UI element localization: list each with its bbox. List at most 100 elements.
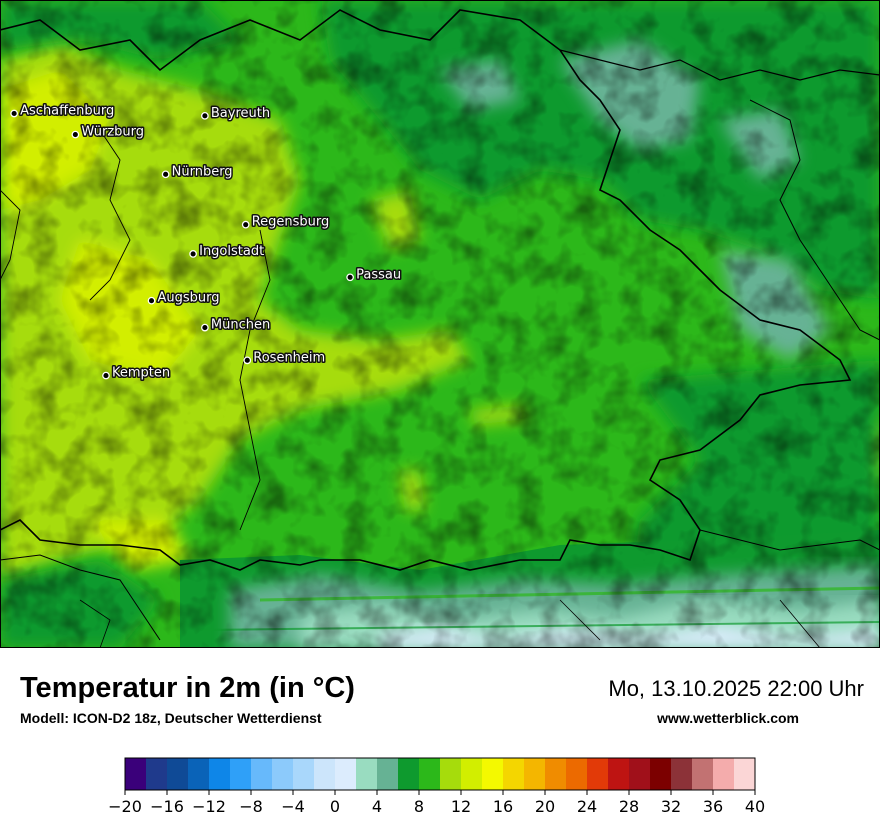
forecast-datetime: Mo, 13.10.2025 22:00 Uhr [608, 676, 864, 701]
legend-swatch [587, 758, 609, 790]
city-dot [243, 356, 252, 365]
inner-boundary-hessen [89, 129, 131, 301]
city-label: Regensburg [252, 215, 330, 230]
city-label: Kempten [112, 366, 170, 381]
inner-boundary-se [559, 599, 601, 641]
city-label: Bayreuth [211, 106, 270, 121]
city-dot [346, 273, 354, 282]
texture-overlay [0, 0, 880, 648]
city-passau: Passau [346, 266, 403, 284]
legend-frame [124, 757, 756, 791]
legend-tick-label: −8 [239, 797, 263, 816]
city-label: Rosenheim [253, 350, 325, 365]
legend-tick-label: 24 [577, 797, 597, 816]
bavaria-border [0, 9, 852, 571]
legend-swatch [671, 758, 693, 790]
city-dot [201, 111, 209, 120]
austria-border [699, 529, 880, 551]
legend-tick-label: 4 [372, 797, 382, 816]
city-augsburg: Augsburg [147, 289, 221, 307]
legend-swatch [146, 758, 168, 790]
city-markers: Aschaffenburg Würzburg Bayreuth Nürnberg Reg… [10, 102, 403, 382]
legend-swatch [734, 758, 756, 790]
legend-swatch [461, 758, 483, 790]
inner-boundary-east [749, 99, 880, 341]
legend-tick-label: −4 [281, 797, 305, 816]
legend-tick-label: −16 [150, 797, 184, 816]
legend-tick-label: 12 [451, 797, 471, 816]
city-ingolstadt: Ingolstadt [189, 242, 266, 260]
inner-boundary-se2 [779, 599, 821, 648]
swiss-border [0, 554, 161, 641]
city-kempten: Kempten [102, 364, 172, 382]
map-canvas: Aschaffenburg Würzburg Bayreuth Nürnberg Reg… [0, 0, 880, 648]
city-dot [10, 109, 18, 118]
city-bayreuth: Bayreuth [201, 104, 272, 122]
legend-swatch [377, 758, 399, 790]
legend-tick-label: −20 [108, 797, 142, 816]
city-rosenheim: Rosenheim [243, 349, 327, 367]
city-würzburg: Würzburg [71, 123, 146, 141]
website-link[interactable]: www.wetterblick.com [657, 710, 799, 726]
temperature-map: Aschaffenburg Würzburg Bayreuth Nürnberg Reg… [0, 0, 880, 648]
legend-tick-label: −12 [192, 797, 226, 816]
legend-swatch [251, 758, 273, 790]
city-dot [71, 130, 80, 139]
page-title: Temperatur in 2m (in °C) [20, 672, 355, 704]
city-label: Aschaffenburg [20, 103, 114, 118]
city-label: München [211, 318, 270, 333]
inner-boundary-south [79, 599, 111, 648]
city-label: Augsburg [158, 291, 220, 306]
legend-swatch [209, 758, 231, 790]
legend-swatch [629, 758, 651, 790]
legend-tick-label: 40 [745, 797, 765, 816]
legend-swatch [713, 758, 735, 790]
legend-swatch [440, 758, 462, 790]
legend-bar: −20 −16 −12 −8 −4 0 4 8 12 16 20 24 28 32 36 40 [108, 757, 765, 816]
legend-tick-label: 20 [535, 797, 555, 816]
city-münchen: München [201, 316, 272, 334]
legend-swatch [524, 758, 546, 790]
city-label: Passau [356, 267, 401, 282]
czech-border [559, 49, 880, 81]
legend-tick-label: 8 [414, 797, 424, 816]
legend-swatch [398, 758, 420, 790]
city-label: Nürnberg [172, 164, 233, 179]
legend-swatch [188, 758, 210, 790]
city-dot [147, 296, 156, 305]
legend-swatch [545, 758, 567, 790]
legend-swatch [566, 758, 588, 790]
city-nürnberg: Nürnberg [161, 163, 234, 181]
legend-swatch [293, 758, 315, 790]
legend-swatch [692, 758, 714, 790]
legend-tick-label: 36 [703, 797, 723, 816]
legend-tick-label: 0 [330, 797, 340, 816]
city-aschaffenburg: Aschaffenburg [10, 102, 116, 120]
legend-swatch [356, 758, 378, 790]
legend-swatch [125, 758, 147, 790]
legend-swatch [335, 758, 357, 790]
legend-tick-label: 32 [661, 797, 681, 816]
legend-tick-label: 28 [619, 797, 639, 816]
legend-swatch [419, 758, 441, 790]
city-label: Ingolstadt [199, 244, 264, 259]
legend-swatch [503, 758, 525, 790]
inner-boundary-bw [239, 229, 271, 531]
city-dot [241, 220, 250, 229]
legend-swatch [230, 758, 252, 790]
legend-swatch [314, 758, 336, 790]
color-legend: −20 −16 −12 −8 −4 0 4 8 12 16 20 24 28 32 36 40 [100, 750, 780, 826]
west-boundary [0, 189, 21, 281]
legend-swatch [608, 758, 630, 790]
legend-swatch [482, 758, 504, 790]
boundaries [0, 9, 880, 648]
legend-tick-label: 16 [493, 797, 513, 816]
legend-swatch [650, 758, 672, 790]
city-label: Würzburg [81, 125, 144, 140]
legend-swatch [272, 758, 294, 790]
city-dot [189, 250, 197, 258]
city-dot [102, 371, 110, 380]
legend-swatch [167, 758, 189, 790]
model-info: Modell: ICON-D2 18z, Deutscher Wetterdie… [20, 710, 322, 726]
city-dot [161, 170, 170, 179]
